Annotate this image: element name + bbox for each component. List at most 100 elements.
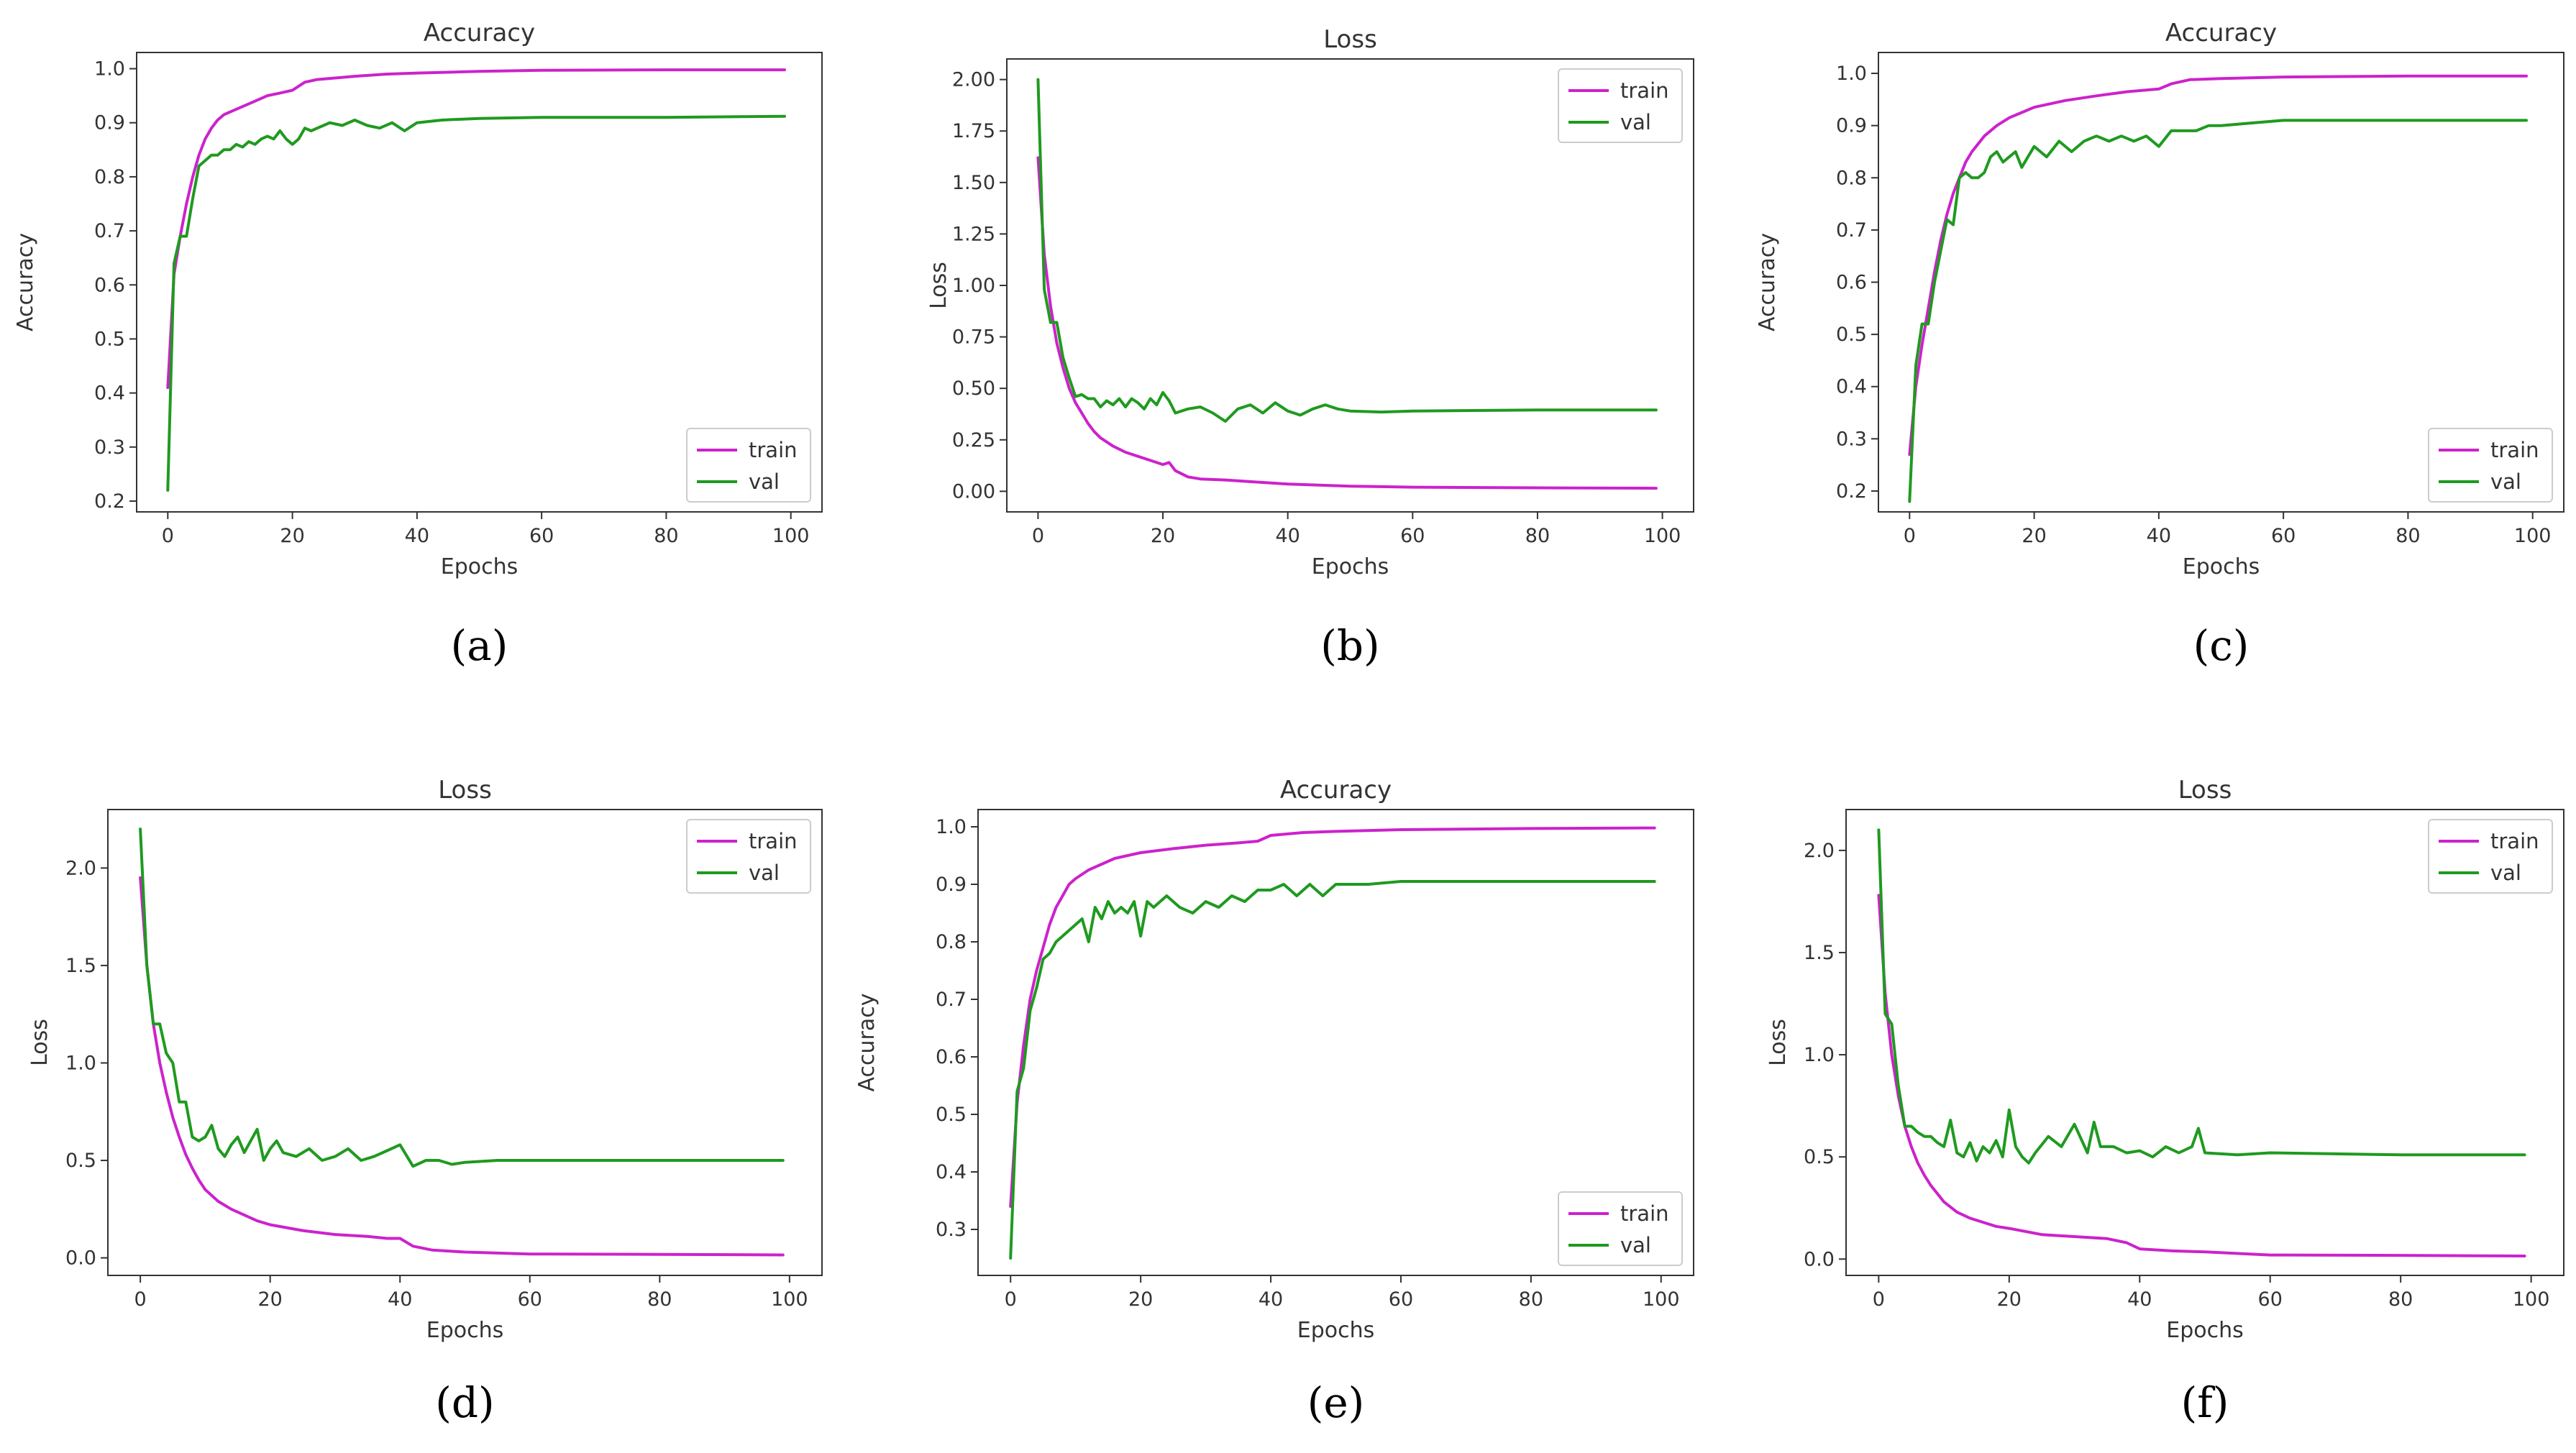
y-tick-label: 2.0 [65, 857, 96, 879]
y-tick-label: 1.0 [1804, 1044, 1835, 1066]
y-axis-label: Accuracy [1755, 233, 1780, 331]
chart-panel-f: Loss 0 20 40 60 80 100 0.0 0.5 1.0 1.5 2.0 Epochs Los… [1766, 776, 2564, 1427]
x-axis-label: Epochs [2166, 1318, 2244, 1343]
legend-label-val: val [2490, 469, 2521, 494]
legend-box [1558, 1191, 1683, 1266]
x-tick-label: 20 [2022, 525, 2046, 547]
y-tick-label: 0.0 [1804, 1248, 1835, 1270]
legend-box [686, 819, 811, 894]
legend-label-train: train [2490, 829, 2539, 853]
legend-label-val: val [749, 861, 780, 885]
y-tick-label: 2.0 [1804, 840, 1835, 862]
y-tick-label: 0.9 [1836, 115, 1867, 137]
chart-title: Accuracy [2165, 19, 2277, 47]
y-tick-label: 0.6 [936, 1046, 967, 1068]
x-axis-label: Epochs [1297, 1318, 1375, 1343]
x-tick-label: 80 [647, 1288, 672, 1311]
x-tick-label: 100 [771, 1288, 808, 1311]
x-tick-label: 100 [1644, 525, 1681, 547]
legend-label-train: train [1620, 78, 1669, 103]
panel-caption: (c) [2193, 621, 2250, 670]
x-tick-label: 0 [134, 1288, 147, 1311]
x-tick-label: 40 [388, 1288, 412, 1311]
x-tick-label: 40 [1259, 1288, 1283, 1311]
series-line-val [1036, 78, 1658, 423]
x-tick-label: 20 [280, 525, 304, 547]
x-tick-label: 0 [1904, 525, 1916, 547]
y-tick-label: 0.6 [94, 274, 125, 296]
x-tick-label: 0 [1005, 1288, 1017, 1311]
panel-caption: (f) [2181, 1378, 2229, 1427]
y-tick-label: 1.0 [65, 1052, 96, 1074]
chart-title: Loss [1323, 25, 1377, 54]
legend: train val [1558, 68, 1683, 143]
y-tick-label: 1.0 [1836, 63, 1867, 85]
legend: train val [686, 819, 811, 894]
legend-label-val: val [749, 469, 780, 494]
y-tick-label: 0.3 [94, 436, 125, 459]
x-tick-label: 80 [654, 525, 678, 547]
y-tick-label: 0.4 [94, 382, 125, 405]
x-tick-label: 80 [2395, 525, 2420, 547]
legend-label-val: val [2490, 861, 2521, 885]
chart-title: Accuracy [1280, 776, 1392, 805]
x-tick-label: 40 [2127, 1288, 2152, 1311]
series-line-train [1877, 894, 2526, 1257]
x-tick-label: 60 [518, 1288, 542, 1311]
x-tick-label: 0 [1873, 1288, 1885, 1311]
chart-title: Loss [438, 776, 492, 805]
y-tick-label: 1.5 [65, 955, 96, 977]
x-tick-label: 0 [162, 525, 174, 547]
x-tick-label: 100 [1643, 1288, 1680, 1311]
x-tick-label: 100 [772, 525, 810, 547]
legend-box [1558, 68, 1683, 143]
y-tick-label: 1.75 [952, 120, 995, 142]
panel-caption: (b) [1320, 621, 1379, 670]
x-tick-label: 40 [2147, 525, 2171, 547]
legend-box [2428, 819, 2553, 894]
x-tick-label: 80 [1519, 1288, 1543, 1311]
panel-caption: (e) [1307, 1378, 1365, 1427]
series-line-val [139, 828, 785, 1168]
y-tick-label: 0.8 [936, 931, 967, 953]
series-line-train [1908, 74, 2528, 457]
legend: train val [1558, 1191, 1683, 1266]
x-tick-label: 80 [1525, 525, 1550, 547]
series-line-train [1036, 156, 1658, 490]
y-tick-label: 1.00 [952, 275, 995, 297]
legend-box [686, 428, 811, 503]
y-tick-label: 1.0 [94, 58, 125, 81]
legend-box [2428, 428, 2553, 503]
y-axis-label: Loss [1766, 1019, 1791, 1066]
x-tick-label: 0 [1032, 525, 1044, 547]
y-tick-label: 0.50 [952, 377, 995, 400]
chart-panel-e: Accuracy 0 20 40 60 80 100 0.3 0.4 0.5 0.6 0.7 0.8 0.… [854, 776, 1694, 1427]
series-line-train [166, 68, 786, 390]
y-tick-label: 1.0 [936, 816, 967, 838]
y-tick-label: 0.2 [1836, 480, 1867, 503]
y-tick-label: 0.0 [65, 1247, 96, 1270]
y-tick-label: 0.6 [1836, 272, 1867, 294]
y-tick-label: 0.9 [94, 112, 125, 134]
x-tick-label: 60 [2271, 525, 2296, 547]
x-tick-label: 100 [2514, 525, 2552, 547]
panel-caption: (d) [435, 1378, 494, 1427]
series-line-val [166, 114, 786, 492]
y-tick-label: 0.5 [65, 1150, 96, 1172]
x-axis-label: Epochs [1312, 554, 1389, 579]
plot-frame [107, 809, 823, 1276]
x-axis-label: Epochs [2183, 554, 2260, 579]
x-tick-label: 20 [258, 1288, 283, 1311]
y-axis-label: Loss [27, 1019, 52, 1066]
series-line-train [1009, 826, 1656, 1208]
chart-panel-d: Loss 0 20 40 60 80 100 0.0 0.5 1.0 1.5 2.0 Epochs Los… [27, 776, 823, 1427]
legend-label-train: train [1620, 1201, 1669, 1226]
legend: train val [686, 428, 811, 503]
y-tick-label: 1.50 [952, 172, 995, 194]
y-tick-label: 0.8 [94, 166, 125, 188]
y-tick-label: 1.5 [1804, 942, 1835, 964]
x-tick-label: 40 [405, 525, 429, 547]
y-tick-label: 0.8 [1836, 167, 1867, 189]
x-tick-label: 60 [1389, 1288, 1413, 1311]
y-tick-label: 0.3 [936, 1219, 967, 1241]
